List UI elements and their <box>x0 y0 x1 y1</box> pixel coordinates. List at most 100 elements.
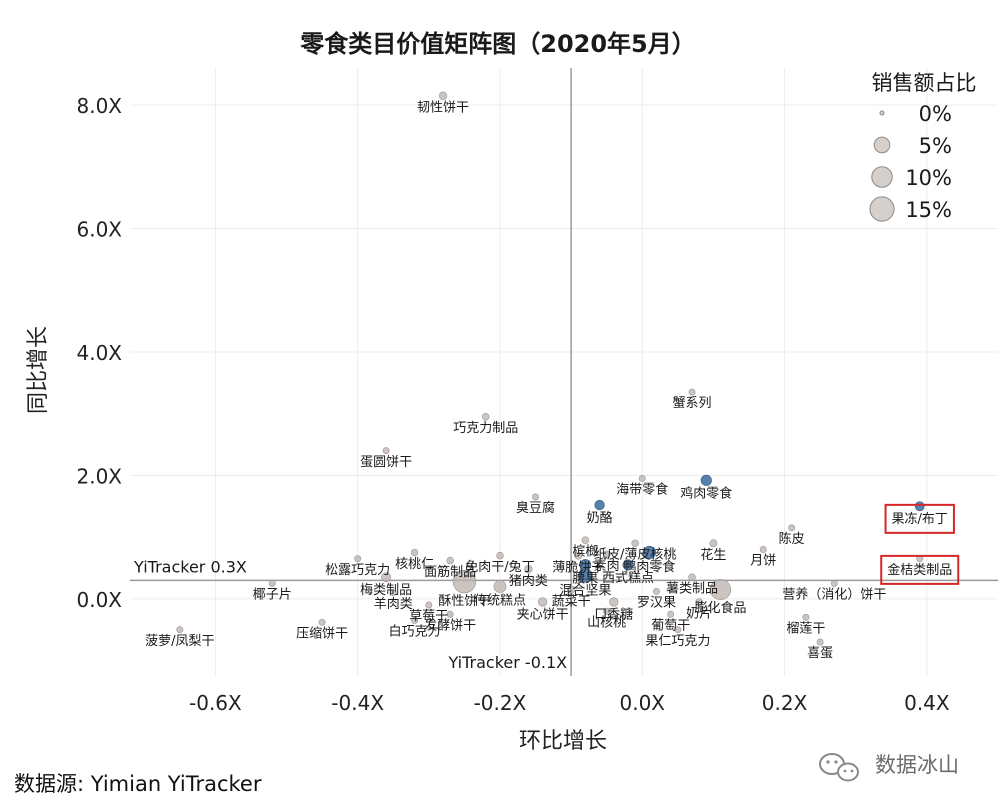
x-tick-label: -0.6X <box>189 691 242 715</box>
point-label: 蔬菜干 <box>552 594 591 609</box>
point-label: 鸭肉零食 <box>623 559 675 575</box>
legend-size-marker <box>879 110 885 116</box>
x-tick-label: -0.4X <box>331 691 384 715</box>
highlight-box <box>884 503 955 534</box>
data-point <box>176 626 184 634</box>
point-label: 月饼 <box>750 554 776 569</box>
point-label: 松露巧克力 <box>325 563 390 578</box>
y-tick-label: 8.0X <box>76 94 122 118</box>
point-label: 免肉干/兔丁 <box>465 560 534 575</box>
x-tick-label: 0.2X <box>762 691 808 715</box>
data-point <box>381 572 392 583</box>
point-label: 营养（消化）饼干 <box>782 587 886 603</box>
chart-title: 零食类目价值矩阵图（2020年5月） <box>299 30 696 58</box>
point-label: 果仁巧克力 <box>645 634 710 649</box>
point-label: 压缩饼干 <box>296 625 348 641</box>
data-point <box>709 539 718 548</box>
point-label: 椰子片 <box>253 588 292 603</box>
data-points <box>176 91 925 646</box>
highlight-box <box>880 554 960 585</box>
data-point <box>268 579 276 587</box>
data-point <box>653 587 660 595</box>
point-label: 夹心饼干 <box>517 607 569 622</box>
data-point <box>603 607 611 615</box>
point-label: 面筋制品 <box>424 564 476 580</box>
data-point <box>482 413 490 421</box>
watermark-text: 数据冰山 <box>875 753 959 777</box>
point-label: 薄脆饼干 <box>552 559 604 575</box>
point-label: 韧性饼干 <box>417 101 469 116</box>
data-point <box>538 597 548 607</box>
data-point <box>524 565 533 574</box>
point-label: 口香糖 <box>594 606 633 622</box>
gridlines <box>130 68 998 676</box>
point-label: 纸皮/薄皮核桃 <box>594 548 676 563</box>
data-point <box>318 618 326 626</box>
y-tick-label: 0.0X <box>76 588 122 612</box>
point-label: 槟榔 <box>572 544 598 560</box>
point-label: 山核桃 <box>587 615 626 630</box>
point-label: 素肉 <box>594 559 620 574</box>
axis-ticks: -0.6X -0.4X -0.2X 0.0X 0.2X 0.4X 0.0X 2.0X 4.0X 6… <box>76 94 949 715</box>
data-point <box>622 559 634 571</box>
point-label: 鸡肉零食 <box>680 486 732 502</box>
data-point <box>802 613 810 621</box>
data-point <box>700 474 712 486</box>
point-label: 混合坚果 <box>559 583 611 598</box>
y-tick-label: 4.0X <box>76 341 122 365</box>
point-label: 海带零食 <box>616 482 668 498</box>
data-point <box>425 601 433 609</box>
data-point <box>642 545 657 560</box>
y-tick-label: 2.0X <box>76 464 122 488</box>
size-legend: 销售额占比 0% 5% 10% 15% <box>869 71 977 222</box>
watermark: 数据冰山 <box>819 753 959 782</box>
point-label: 酥性饼干 <box>438 594 490 609</box>
point-label: 巧克力制品 <box>453 421 518 436</box>
data-point <box>695 598 703 606</box>
point-label: 猪肉类 <box>509 574 548 589</box>
point-label: 蛋圆饼干 <box>360 455 412 470</box>
data-point <box>578 568 593 583</box>
point-label: 核桃仁 <box>395 557 434 572</box>
point-label: 传统糕点 <box>474 594 526 609</box>
legend-title: 销售额占比 <box>872 71 977 95</box>
legend-label: 0% <box>919 102 952 126</box>
point-label: 榴莲干 <box>786 622 825 637</box>
data-point <box>532 493 540 501</box>
x-tick-label: 0.4X <box>904 691 950 715</box>
data-point <box>674 626 682 634</box>
point-label: 膨化食品 <box>695 600 747 616</box>
point-label: 葡萄干 <box>651 618 690 633</box>
point-label: 花生 <box>700 547 726 563</box>
data-point <box>602 550 611 559</box>
data-point <box>389 589 397 597</box>
data-point <box>638 475 646 482</box>
data-point <box>574 551 583 560</box>
point-label: 罗汉果 <box>637 596 676 611</box>
point-label: 臭豆腐 <box>516 501 555 516</box>
legend-label: 15% <box>905 198 952 222</box>
legend-size-marker <box>869 196 895 222</box>
x-tick-label: -0.2X <box>474 691 527 715</box>
data-point <box>566 585 576 594</box>
point-label: 白巧克力 <box>389 624 441 640</box>
point-label: 金桔类制品 <box>887 562 952 578</box>
data-point <box>382 447 390 455</box>
data-point <box>594 499 605 511</box>
point-label: 菠萝/凤梨干 <box>145 634 214 649</box>
point-label: 果冻/布丁 <box>892 511 948 527</box>
data-point <box>452 569 477 594</box>
data-point <box>710 579 732 601</box>
point-label: 蟹系列 <box>673 396 712 411</box>
data-point <box>410 548 419 557</box>
point-label: 梅类制品 <box>360 583 412 598</box>
data-point <box>581 536 590 544</box>
data-point <box>496 551 504 560</box>
point-label: 西式糕点 <box>602 571 654 586</box>
data-point <box>493 580 507 593</box>
y-tick-label: 6.0X <box>76 217 122 241</box>
data-point <box>788 524 796 532</box>
data-point <box>446 610 454 618</box>
